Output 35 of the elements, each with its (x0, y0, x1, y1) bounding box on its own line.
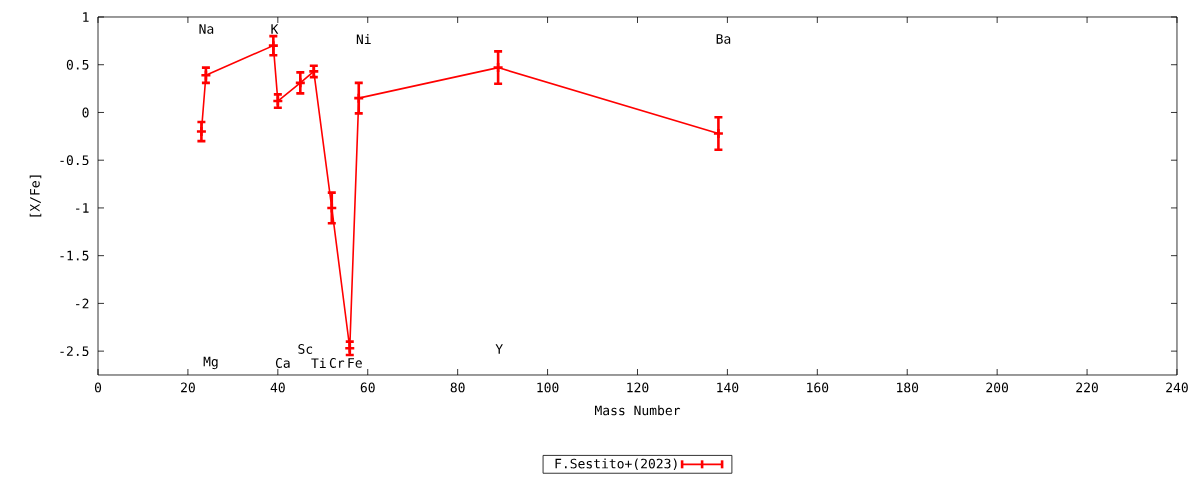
y-axis-title: [X/Fe] (29, 175, 42, 217)
y-tick-label: 1 (83, 12, 89, 22)
annotation: Y (495, 344, 503, 354)
annotation: Sc (298, 344, 313, 354)
x-tick-label: 100 (537, 382, 559, 393)
y-tick-label: -2 (76, 298, 89, 309)
legend-label: F.Sestito+(2023) (555, 458, 677, 470)
x-tick-label: 40 (270, 382, 285, 393)
annotation: Ti (311, 358, 326, 368)
y-tick-label: 0.5 (66, 59, 89, 70)
annotation: Mg (203, 356, 218, 370)
y-tick-label: -2.5 (60, 346, 89, 357)
x-tick-label: 120 (627, 382, 649, 393)
y-tick-label: -0.5 (60, 155, 89, 166)
annotation: Na (199, 24, 214, 34)
x-tick-label: 60 (360, 382, 375, 393)
x-tick-label: 200 (986, 382, 1009, 393)
x-tick-label: 0 (94, 382, 102, 393)
x-tick-label: 220 (1076, 382, 1098, 393)
x-tick-label: 160 (807, 382, 829, 393)
annotation: Ca (275, 358, 290, 368)
x-tick-label: 140 (717, 382, 739, 393)
annotation: Cr (329, 358, 345, 368)
x-axis-title: Mass Number (594, 405, 681, 416)
annotation: Fe (348, 358, 362, 368)
annotation: Ni (356, 34, 371, 44)
x-tick-label: 180 (897, 382, 919, 393)
y-tick-label: 0 (82, 107, 89, 118)
x-tick-label: 80 (450, 382, 465, 393)
x-tick-label: 20 (181, 382, 195, 393)
annotation: Ba (716, 34, 731, 44)
x-tick-label: 240 (1166, 382, 1188, 393)
y-tick-label: -1 (76, 203, 89, 213)
annotation: K (271, 24, 279, 34)
y-tick-label: -1.5 (60, 250, 89, 261)
